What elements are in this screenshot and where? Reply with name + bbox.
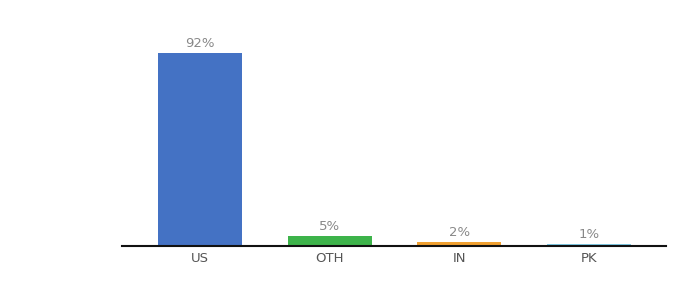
- Bar: [417, 242, 501, 246]
- Text: 5%: 5%: [319, 220, 340, 233]
- Bar: [288, 236, 372, 246]
- Bar: [547, 244, 631, 246]
- Text: 2%: 2%: [449, 226, 470, 239]
- Text: 1%: 1%: [578, 228, 599, 242]
- Text: 92%: 92%: [186, 37, 215, 50]
- Bar: [158, 53, 242, 246]
